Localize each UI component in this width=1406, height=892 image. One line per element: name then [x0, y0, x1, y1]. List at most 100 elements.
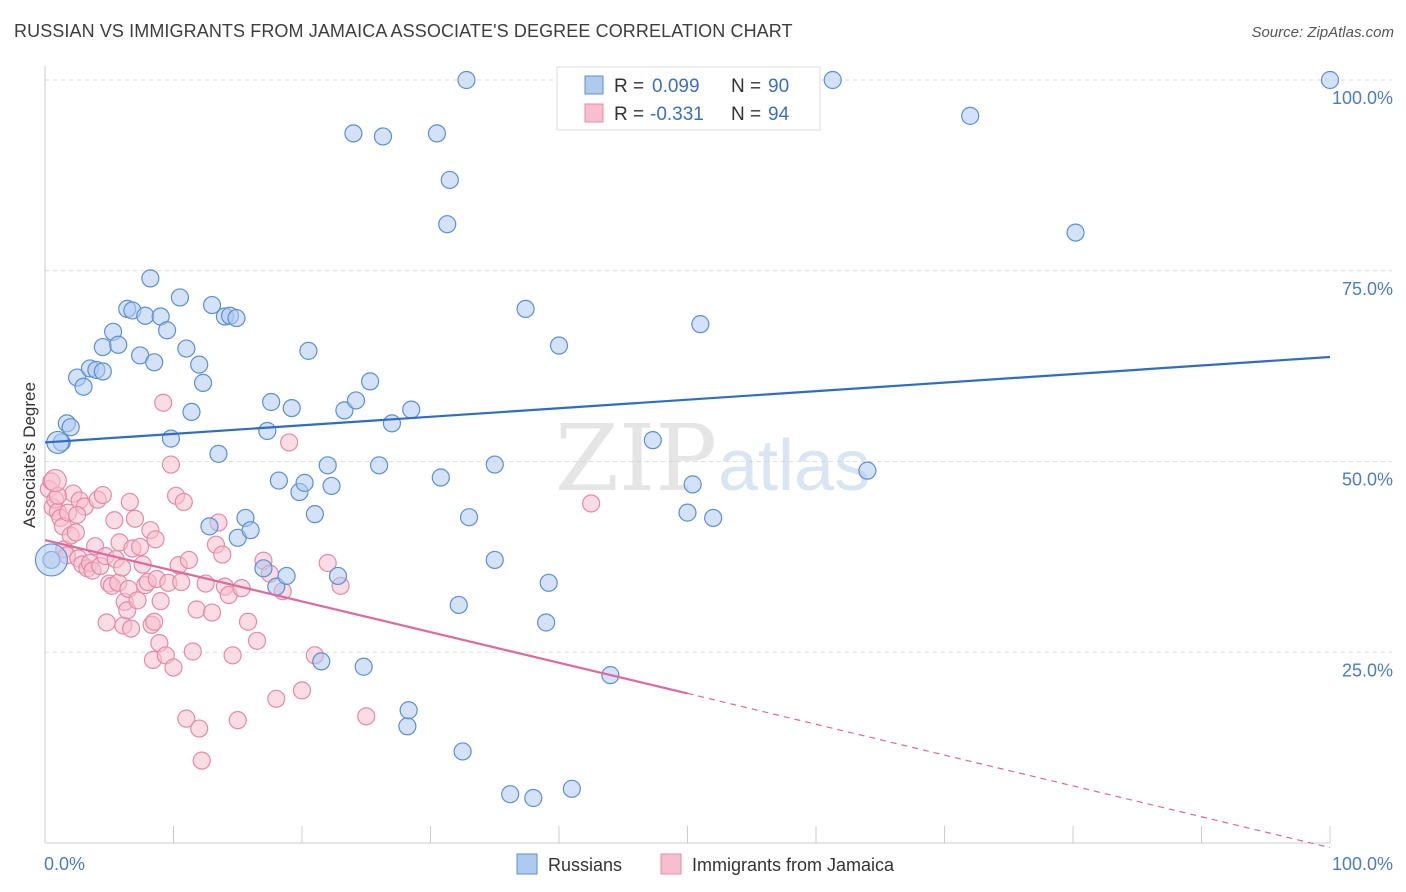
scatter-point	[227, 308, 246, 328]
scatter-point	[93, 485, 112, 505]
scatter-point	[145, 353, 164, 372]
legend-label-jamaica: Immigrants from Jamaica	[692, 855, 895, 875]
scatter-point	[209, 444, 228, 463]
legend-label-russians: Russians	[548, 855, 622, 875]
scatter-point	[125, 509, 145, 528]
scatter-point	[453, 742, 472, 761]
scatter-point	[192, 751, 211, 770]
stats-r-label-2: R =	[614, 104, 644, 125]
scatter-point	[182, 402, 201, 422]
scatter-point	[93, 362, 112, 381]
scatter-point	[202, 603, 222, 622]
scatter-point	[141, 269, 160, 288]
stats-r-value-2: -0.331	[650, 104, 704, 125]
scatter-point	[438, 215, 457, 234]
scatter-point	[161, 455, 181, 474]
scatter-point	[318, 553, 337, 573]
scatter-point	[105, 511, 124, 530]
scatter-point	[328, 566, 348, 586]
y-tick-label: 100.0%	[1332, 88, 1393, 108]
scatter-point	[241, 521, 260, 540]
scatter-point	[373, 127, 393, 146]
scatter-point	[247, 631, 267, 650]
scatter-point	[177, 339, 196, 358]
scatter-point	[312, 652, 331, 671]
scatter-point	[1066, 223, 1085, 242]
stats-r-value-1: 0.099	[652, 76, 700, 97]
scatter-point	[121, 619, 141, 638]
scatter-point	[295, 473, 314, 492]
x-tick-label: 0.0%	[44, 854, 85, 874]
scatter-point	[151, 592, 170, 611]
scatter-point	[66, 523, 85, 542]
scatter-point	[200, 517, 219, 536]
watermark-atlas: atlas	[718, 426, 870, 506]
legend: Russians Immigrants from Jamaica	[516, 853, 895, 875]
scatter-point	[318, 456, 337, 475]
watermark: ZIP atlas	[555, 405, 870, 512]
scatter-point	[187, 600, 206, 619]
scatter-point	[299, 341, 318, 360]
scatter-point	[177, 709, 196, 728]
x-tick-labels: 0.0% 100.0%	[44, 854, 1393, 874]
scatter-point	[146, 530, 165, 549]
scatter-point	[172, 572, 191, 592]
scatter-point	[120, 492, 139, 512]
scatter-point	[704, 508, 723, 528]
stats-n-label-1: N =	[731, 76, 761, 97]
scatter-point	[683, 475, 702, 494]
scatter-point	[190, 719, 209, 738]
scatter-point	[179, 550, 199, 570]
scatter-point	[183, 642, 202, 661]
scatter-point	[678, 503, 697, 522]
scatter-point	[109, 335, 128, 354]
scatter-point	[136, 306, 155, 325]
stats-n-value-1: 90	[768, 76, 789, 97]
scatter-point-cluster	[34, 543, 69, 577]
scatter-point	[93, 337, 112, 357]
scatter-point	[61, 418, 80, 437]
series-jamaica-points	[39, 393, 601, 770]
scatter-point	[643, 431, 662, 450]
trend-line-jamaica-extension	[687, 692, 1331, 849]
scatter-point	[145, 612, 164, 631]
scatter-point	[154, 393, 173, 412]
legend-swatch-jamaica	[660, 853, 682, 875]
legend-swatch-russians	[516, 853, 538, 875]
scatter-point	[258, 421, 277, 441]
axes	[44, 66, 1331, 844]
scatter-point-cluster	[43, 468, 67, 493]
scatter-point	[277, 566, 296, 586]
scatter-point	[354, 657, 373, 676]
scatter-point	[399, 701, 418, 720]
scatter-point	[223, 646, 242, 665]
scatter-point	[305, 505, 324, 524]
scatter-point	[280, 433, 299, 452]
y-axis-label: Associate's Degree	[20, 382, 39, 528]
scatter-point	[858, 461, 877, 480]
scatter-point	[516, 299, 535, 318]
scatter-point	[157, 321, 177, 340]
scatter-point	[213, 545, 232, 564]
scatter-point	[691, 315, 710, 334]
scatter-point	[402, 400, 421, 419]
scatter-point	[238, 612, 258, 631]
scatter-point	[335, 401, 354, 420]
scatter-point	[130, 537, 150, 557]
x-tick-label: 100.0%	[1332, 854, 1393, 874]
scatter-point	[164, 658, 183, 677]
y-tick-label: 50.0%	[1342, 470, 1393, 490]
stats-n-value-2: 94	[768, 104, 790, 125]
scatter-point	[457, 70, 476, 90]
scatter-point	[254, 559, 273, 578]
scatter-point	[537, 613, 556, 632]
scatter-point	[97, 613, 116, 632]
scatter-point	[74, 377, 93, 396]
y-tick-label: 75.0%	[1342, 279, 1393, 299]
scatter-point	[174, 492, 193, 512]
stats-swatch-russians	[584, 75, 604, 95]
chart-source: Source: ZipAtlas.com	[1251, 24, 1394, 41]
scatter-point	[128, 591, 147, 610]
scatter-point	[485, 455, 504, 474]
